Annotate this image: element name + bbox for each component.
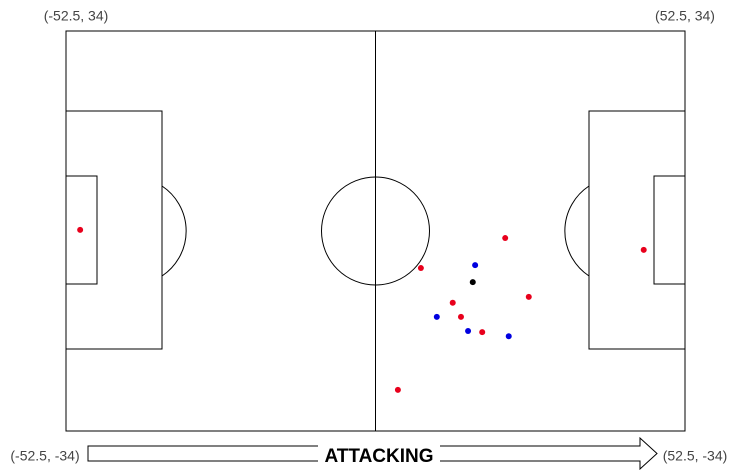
corner-label: (52.5, 34) [655, 8, 715, 24]
player-dot [449, 299, 456, 306]
player-dot [505, 333, 512, 340]
player-dot [472, 262, 479, 269]
attacking-label: ATTACKING [324, 446, 433, 467]
pitch-lines [65, 30, 686, 432]
player-dot [525, 293, 532, 300]
player-dot [502, 235, 509, 242]
player-dot [394, 386, 401, 393]
corner-label: (52.5, -34) [663, 448, 728, 464]
goal-area-left [65, 175, 98, 285]
player-dot [457, 313, 464, 320]
player-dot [417, 265, 424, 272]
label-bg [318, 444, 440, 464]
corner-label: (-52.5, -34) [10, 448, 79, 464]
center-circle [321, 176, 430, 286]
player-dot [640, 246, 647, 253]
player-dot [465, 328, 472, 334]
penalty-arc-left [161, 185, 187, 277]
player-dot [77, 226, 84, 233]
goal-area-right [653, 175, 686, 285]
player-dot [433, 313, 440, 320]
penalty-arc-right [564, 185, 590, 277]
penalty-box-right [588, 110, 686, 350]
player-dot [479, 329, 486, 336]
player-dot [469, 279, 476, 286]
corner-label: (-52.5, 34) [44, 8, 109, 24]
